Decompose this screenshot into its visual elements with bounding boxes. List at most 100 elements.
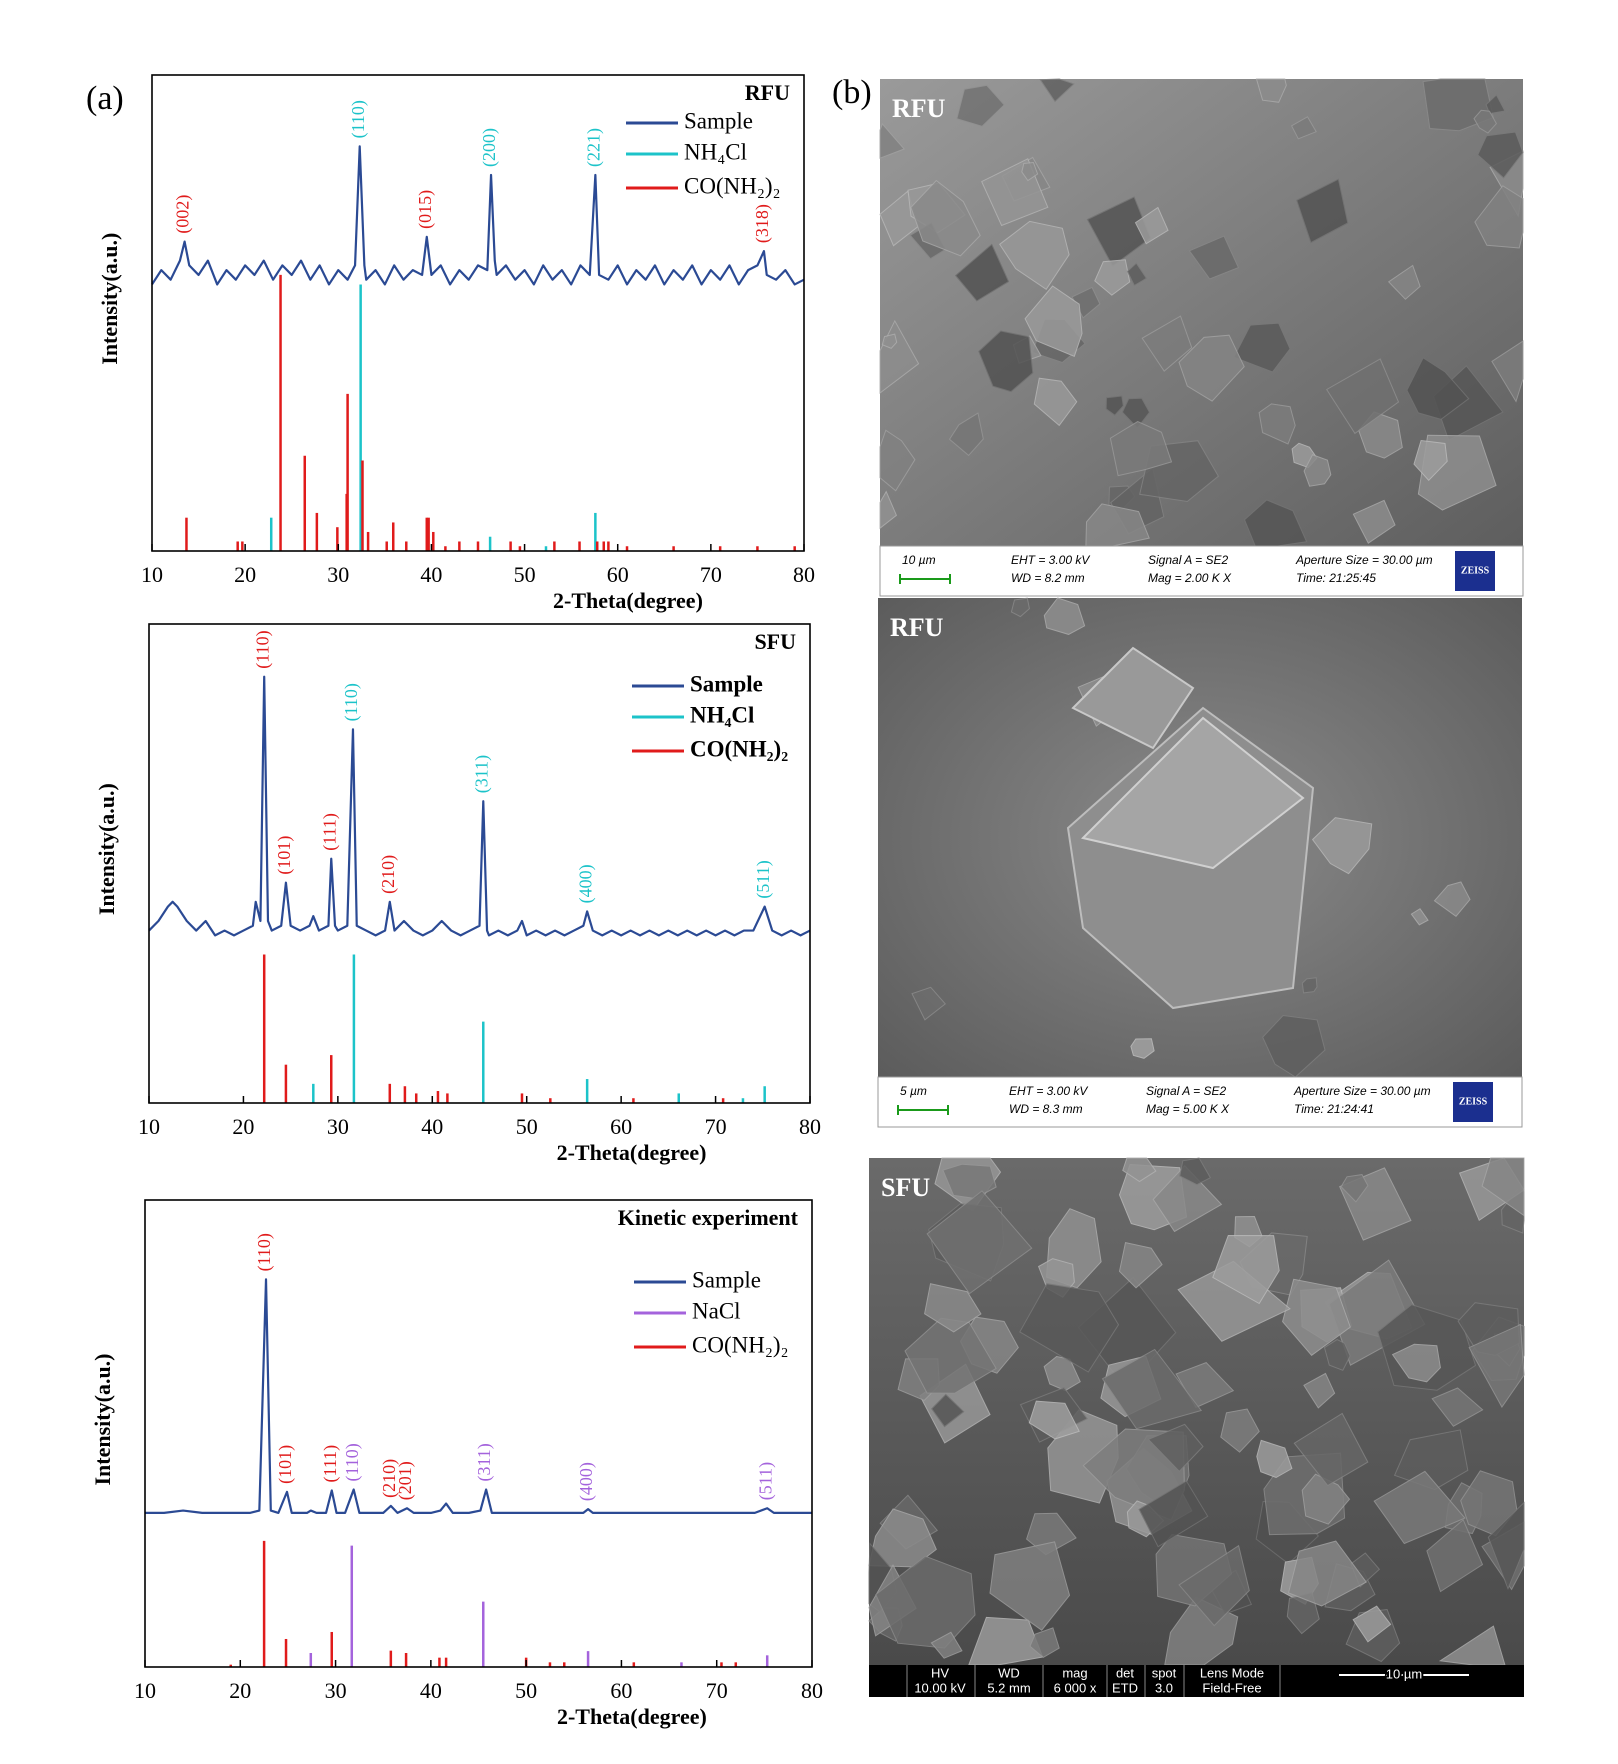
peak-label: (200) xyxy=(479,128,500,167)
sem-texture xyxy=(1105,395,1124,416)
sem-label: RFU xyxy=(892,94,946,123)
peak-label: (210) xyxy=(379,1459,400,1498)
sem-texture xyxy=(1393,1429,1469,1491)
x-tick-label: 70 xyxy=(706,1678,728,1703)
sem-texture xyxy=(879,490,898,530)
y-axis-label: Intensity(a.u.) xyxy=(97,233,122,365)
sem-texture xyxy=(904,1317,997,1394)
sem-crystal-face xyxy=(1081,716,1305,870)
bar-head: det xyxy=(1116,1665,1134,1680)
sem-texture xyxy=(1021,161,1039,182)
sem-texture xyxy=(1303,1372,1336,1409)
sample-pattern xyxy=(151,145,805,286)
sem-texture xyxy=(1352,1605,1392,1643)
x-tick-label: 30 xyxy=(327,562,349,587)
chart-title: Kinetic experiment xyxy=(618,1205,799,1230)
sem-texture xyxy=(931,1393,965,1428)
sem-texture xyxy=(1101,1348,1203,1430)
info-text: EHT = 3.00 kV xyxy=(1011,553,1090,567)
peak-label: (221) xyxy=(583,128,604,167)
x-tick-label: 80 xyxy=(799,1114,821,1139)
x-tick-label: 60 xyxy=(610,1114,632,1139)
sem-texture xyxy=(879,429,916,492)
peak-label: (110) xyxy=(342,1443,363,1481)
sem-texture xyxy=(1323,1339,1351,1371)
x-tick-label: 80 xyxy=(793,562,815,587)
x-tick-label: 60 xyxy=(610,1678,632,1703)
y-axis-label: Intensity(a.u.) xyxy=(94,783,119,915)
sem-texture xyxy=(1220,1408,1260,1453)
sem-texture xyxy=(978,330,1034,393)
sem-texture xyxy=(1094,259,1131,296)
sem-texture xyxy=(1431,1387,1484,1427)
sem-texture xyxy=(1033,377,1078,427)
sem-label: RFU xyxy=(890,613,944,642)
sem-texture xyxy=(1473,109,1498,134)
info-text: Aperture Size = 30.00 µm xyxy=(1295,553,1433,567)
sem-texture xyxy=(1258,403,1296,445)
legend-label: Sample xyxy=(692,1267,761,1292)
sem-texture xyxy=(1212,1234,1280,1305)
sem-texture xyxy=(1487,1501,1525,1591)
plot-frame xyxy=(148,623,811,1104)
legend-label: Sample xyxy=(690,671,763,696)
sem-texture xyxy=(1118,1242,1163,1289)
x-tick-label: 80 xyxy=(801,1678,823,1703)
bar-head: mag xyxy=(1062,1665,1087,1680)
x-axis-label: 2-Theta(degree) xyxy=(557,1704,707,1729)
sem-texture xyxy=(1481,1157,1525,1217)
chart-title: SFU xyxy=(754,629,796,654)
bar-value: 3.0 xyxy=(1155,1680,1173,1695)
x-tick-label: 50 xyxy=(515,1678,537,1703)
sem-texture xyxy=(1387,264,1421,300)
sem-texture xyxy=(1147,1423,1204,1473)
peak-label: (318) xyxy=(752,204,773,243)
x-tick-label: 50 xyxy=(514,562,536,587)
chart-title: RFU xyxy=(745,80,790,105)
sem-texture xyxy=(1340,1174,1369,1203)
bar-head: Lens Mode xyxy=(1200,1665,1264,1680)
peak-label: (511) xyxy=(753,860,774,898)
sem-texture xyxy=(1485,94,1506,115)
sem-texture xyxy=(1468,1323,1525,1408)
sem-texture xyxy=(968,1616,1044,1666)
sem-texture xyxy=(1474,185,1524,249)
x-tick-label: 40 xyxy=(420,562,442,587)
x-tick-label: 30 xyxy=(325,1678,347,1703)
sem-texture xyxy=(956,84,1005,127)
peak-label: (400) xyxy=(575,864,596,903)
sem-texture xyxy=(1039,78,1075,103)
x-tick-label: 10 xyxy=(134,1678,156,1703)
peak-label: (111) xyxy=(320,1445,341,1483)
x-tick-label: 20 xyxy=(232,1114,254,1139)
info-text: Aperture Size = 30.00 µm xyxy=(1293,1084,1431,1098)
bar-head: spot xyxy=(1152,1665,1177,1680)
sem-texture xyxy=(1029,1627,1060,1659)
sem-texture xyxy=(1477,131,1524,179)
sem-texture xyxy=(1086,196,1152,267)
sem-texture xyxy=(1188,235,1240,280)
sem-texture xyxy=(1024,285,1083,357)
info-text: Mag = 5.00 K X xyxy=(1146,1102,1230,1116)
sem-texture xyxy=(1028,1400,1080,1440)
bar-value: 5.2 mm xyxy=(987,1680,1030,1695)
x-axis-label: 2-Theta(degree) xyxy=(553,588,703,613)
info-text: Time: 21:24:41 xyxy=(1294,1102,1374,1116)
sem-texture xyxy=(999,220,1070,290)
legend-label: CO(NH₂)₂ xyxy=(692,1332,789,1357)
bar-value: 10.00 kV xyxy=(914,1680,966,1695)
x-tick-label: 70 xyxy=(700,562,722,587)
sem-texture xyxy=(1178,334,1245,402)
sem-texture xyxy=(910,179,981,257)
info-text: EHT = 3.00 kV xyxy=(1009,1084,1088,1098)
info-text: Signal A = SE2 xyxy=(1148,553,1228,567)
peak-label: (110) xyxy=(348,100,369,138)
info-bar xyxy=(869,1665,1524,1697)
info-text: Signal A = SE2 xyxy=(1146,1084,1226,1098)
sem-texture xyxy=(1311,817,1373,875)
bar-value: ETD xyxy=(1112,1680,1138,1695)
sem-texture xyxy=(1233,322,1291,373)
sem-texture xyxy=(930,1631,963,1659)
sem-texture xyxy=(948,412,984,457)
x-tick-label: 20 xyxy=(234,562,256,587)
